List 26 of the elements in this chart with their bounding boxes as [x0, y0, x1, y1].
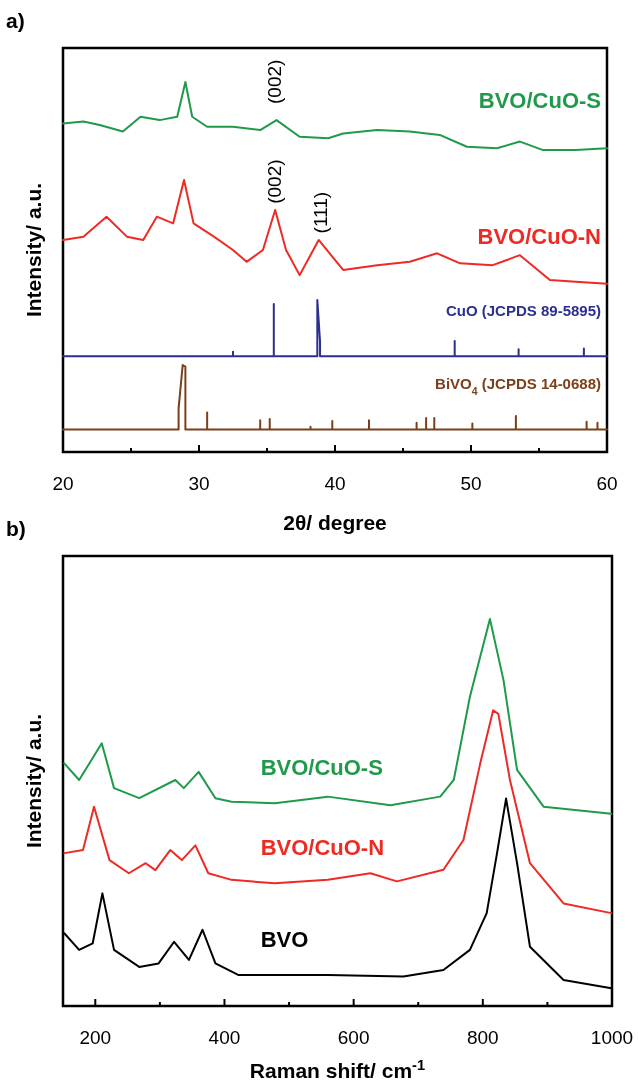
- x-tick-label: 50: [460, 473, 482, 494]
- x-axis-title: 2θ/ degree: [283, 511, 387, 534]
- series-label: BVO/CuO-S: [478, 88, 601, 114]
- x-tick-label: 40: [324, 473, 346, 494]
- x-tick-label: 30: [188, 473, 210, 494]
- series-label: BVO/CuO-N: [477, 223, 601, 249]
- annotation: (002): [264, 159, 286, 204]
- x-tick-label: 1000: [590, 1027, 634, 1048]
- series-label: BiVO$_{4}$ (JCPDS 14-0688): [435, 375, 601, 398]
- x-tick-label: 600: [337, 1027, 370, 1048]
- x-tick-label: 200: [79, 1027, 112, 1048]
- x-tick-label: 20: [52, 473, 74, 494]
- chart-title: b): [6, 517, 26, 540]
- y-axis-title: Intensity/ a.u.: [22, 182, 45, 318]
- x-axis-title: Raman shift/ cm$^{-1}$: [249, 1057, 426, 1082]
- x-tick-label: 400: [208, 1027, 241, 1048]
- x-tick-label: 60: [596, 473, 618, 494]
- annotation: (111): [310, 191, 332, 234]
- series-label: BVO: [260, 927, 309, 953]
- series-label: CuO (JCPDS 89-5895): [445, 302, 601, 320]
- series-label: BVO/CuO-S: [260, 755, 383, 781]
- x-tick-label: 800: [466, 1027, 499, 1048]
- series-label: BVO/CuO-N: [260, 835, 385, 861]
- annotation: (002): [264, 59, 285, 104]
- y-axis-title: Intensity/ a.u.: [22, 713, 45, 849]
- chart-title: a): [6, 9, 25, 32]
